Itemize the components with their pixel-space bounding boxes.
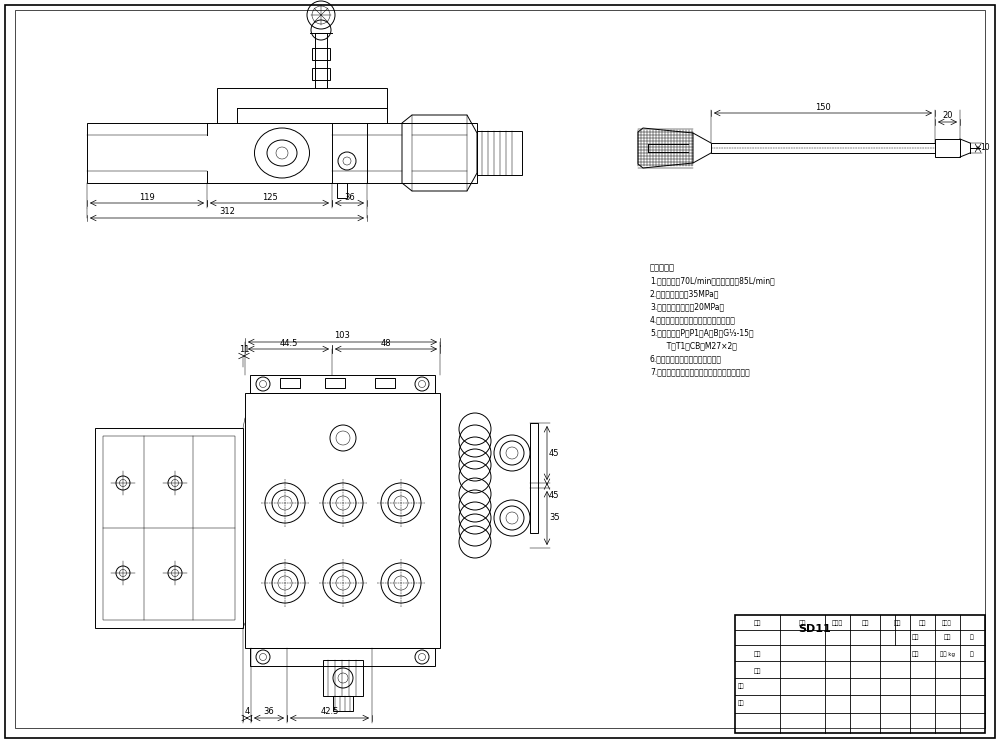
Bar (735, 615, 985, 733)
Text: SD11: SD11 (799, 624, 831, 634)
Text: 审核: 审核 (798, 620, 806, 626)
Text: 7.平行度、垂直度等未注明公差按照产家标准。: 7.平行度、垂直度等未注明公差按照产家标准。 (650, 367, 750, 376)
Text: 4.各密封部分采用尼龙，具体见密封图；: 4.各密封部分采用尼龙，具体见密封图； (650, 315, 736, 324)
Text: 45: 45 (549, 491, 560, 500)
Text: 125: 125 (262, 192, 277, 201)
Text: 技术要求：: 技术要求： (650, 263, 675, 272)
Text: 150: 150 (815, 103, 831, 111)
Text: 签名: 签名 (918, 620, 926, 626)
Text: 页: 页 (970, 635, 974, 640)
Text: 工艺: 工艺 (753, 651, 761, 657)
Text: 6.各进出油口用原装密封蛋封堵。: 6.各进出油口用原装密封蛋封堵。 (650, 354, 722, 363)
Bar (103, 436, 235, 620)
Bar (315, 33, 327, 88)
Text: 比例: 比例 (911, 651, 919, 657)
Bar (245, 393, 440, 648)
Bar (333, 696, 353, 711)
Bar (530, 423, 538, 533)
Text: 20: 20 (942, 111, 953, 120)
Bar (250, 648, 435, 666)
Bar (477, 131, 522, 175)
Text: 42.5: 42.5 (320, 707, 339, 716)
Bar (375, 378, 395, 388)
Text: 103: 103 (335, 331, 350, 340)
Bar (935, 139, 960, 157)
Bar (95, 428, 243, 628)
Text: 36: 36 (344, 192, 355, 201)
Bar (250, 375, 435, 393)
Bar (337, 183, 347, 198)
Text: 11: 11 (239, 345, 249, 354)
Text: 2.最大工作压力：35MPa；: 2.最大工作压力：35MPa； (650, 289, 720, 298)
Text: 日期: 日期 (893, 620, 901, 626)
Bar (87, 123, 477, 183)
Bar (217, 88, 387, 123)
Text: 35: 35 (549, 513, 560, 522)
Text: 4: 4 (244, 707, 250, 716)
Text: T、T1、CB：M27×2；: T、T1、CB：M27×2； (650, 341, 737, 350)
Bar (280, 378, 300, 388)
Text: 45: 45 (549, 449, 560, 458)
Bar (312, 68, 330, 80)
Text: 批准: 批准 (861, 620, 869, 626)
Text: 图号: 图号 (911, 635, 919, 640)
Bar (323, 660, 363, 696)
Text: 44.5: 44.5 (279, 339, 298, 348)
Text: 页: 页 (970, 651, 974, 657)
Bar (325, 378, 345, 388)
Text: 119: 119 (139, 192, 155, 201)
Bar (711, 143, 935, 153)
Text: 版本: 版本 (943, 635, 951, 640)
Bar (312, 48, 330, 60)
Text: 10: 10 (980, 143, 990, 152)
Text: 312: 312 (219, 207, 235, 216)
Text: 标注: 标注 (753, 668, 761, 674)
Text: 48: 48 (381, 339, 391, 348)
Text: 标记: 标记 (738, 684, 744, 689)
Text: 5.油口尼尺：P、P1、A、B：G⅓-15，: 5.油口尼尺：P、P1、A、B：G⅓-15， (650, 328, 754, 337)
Text: 标准化: 标准化 (831, 620, 843, 626)
Text: 3.安全阀调定压力：20MPa；: 3.安全阀调定压力：20MPa； (650, 302, 724, 311)
Text: 设计: 设计 (753, 620, 761, 626)
Text: 质量 kg: 质量 kg (940, 651, 954, 657)
Text: 处数: 处数 (738, 700, 744, 706)
Text: 36: 36 (264, 707, 274, 716)
Text: 年月日: 年月日 (942, 620, 952, 626)
Text: 1.额定流量：70L/min，最大流量：85L/min；: 1.额定流量：70L/min，最大流量：85L/min； (650, 276, 775, 285)
